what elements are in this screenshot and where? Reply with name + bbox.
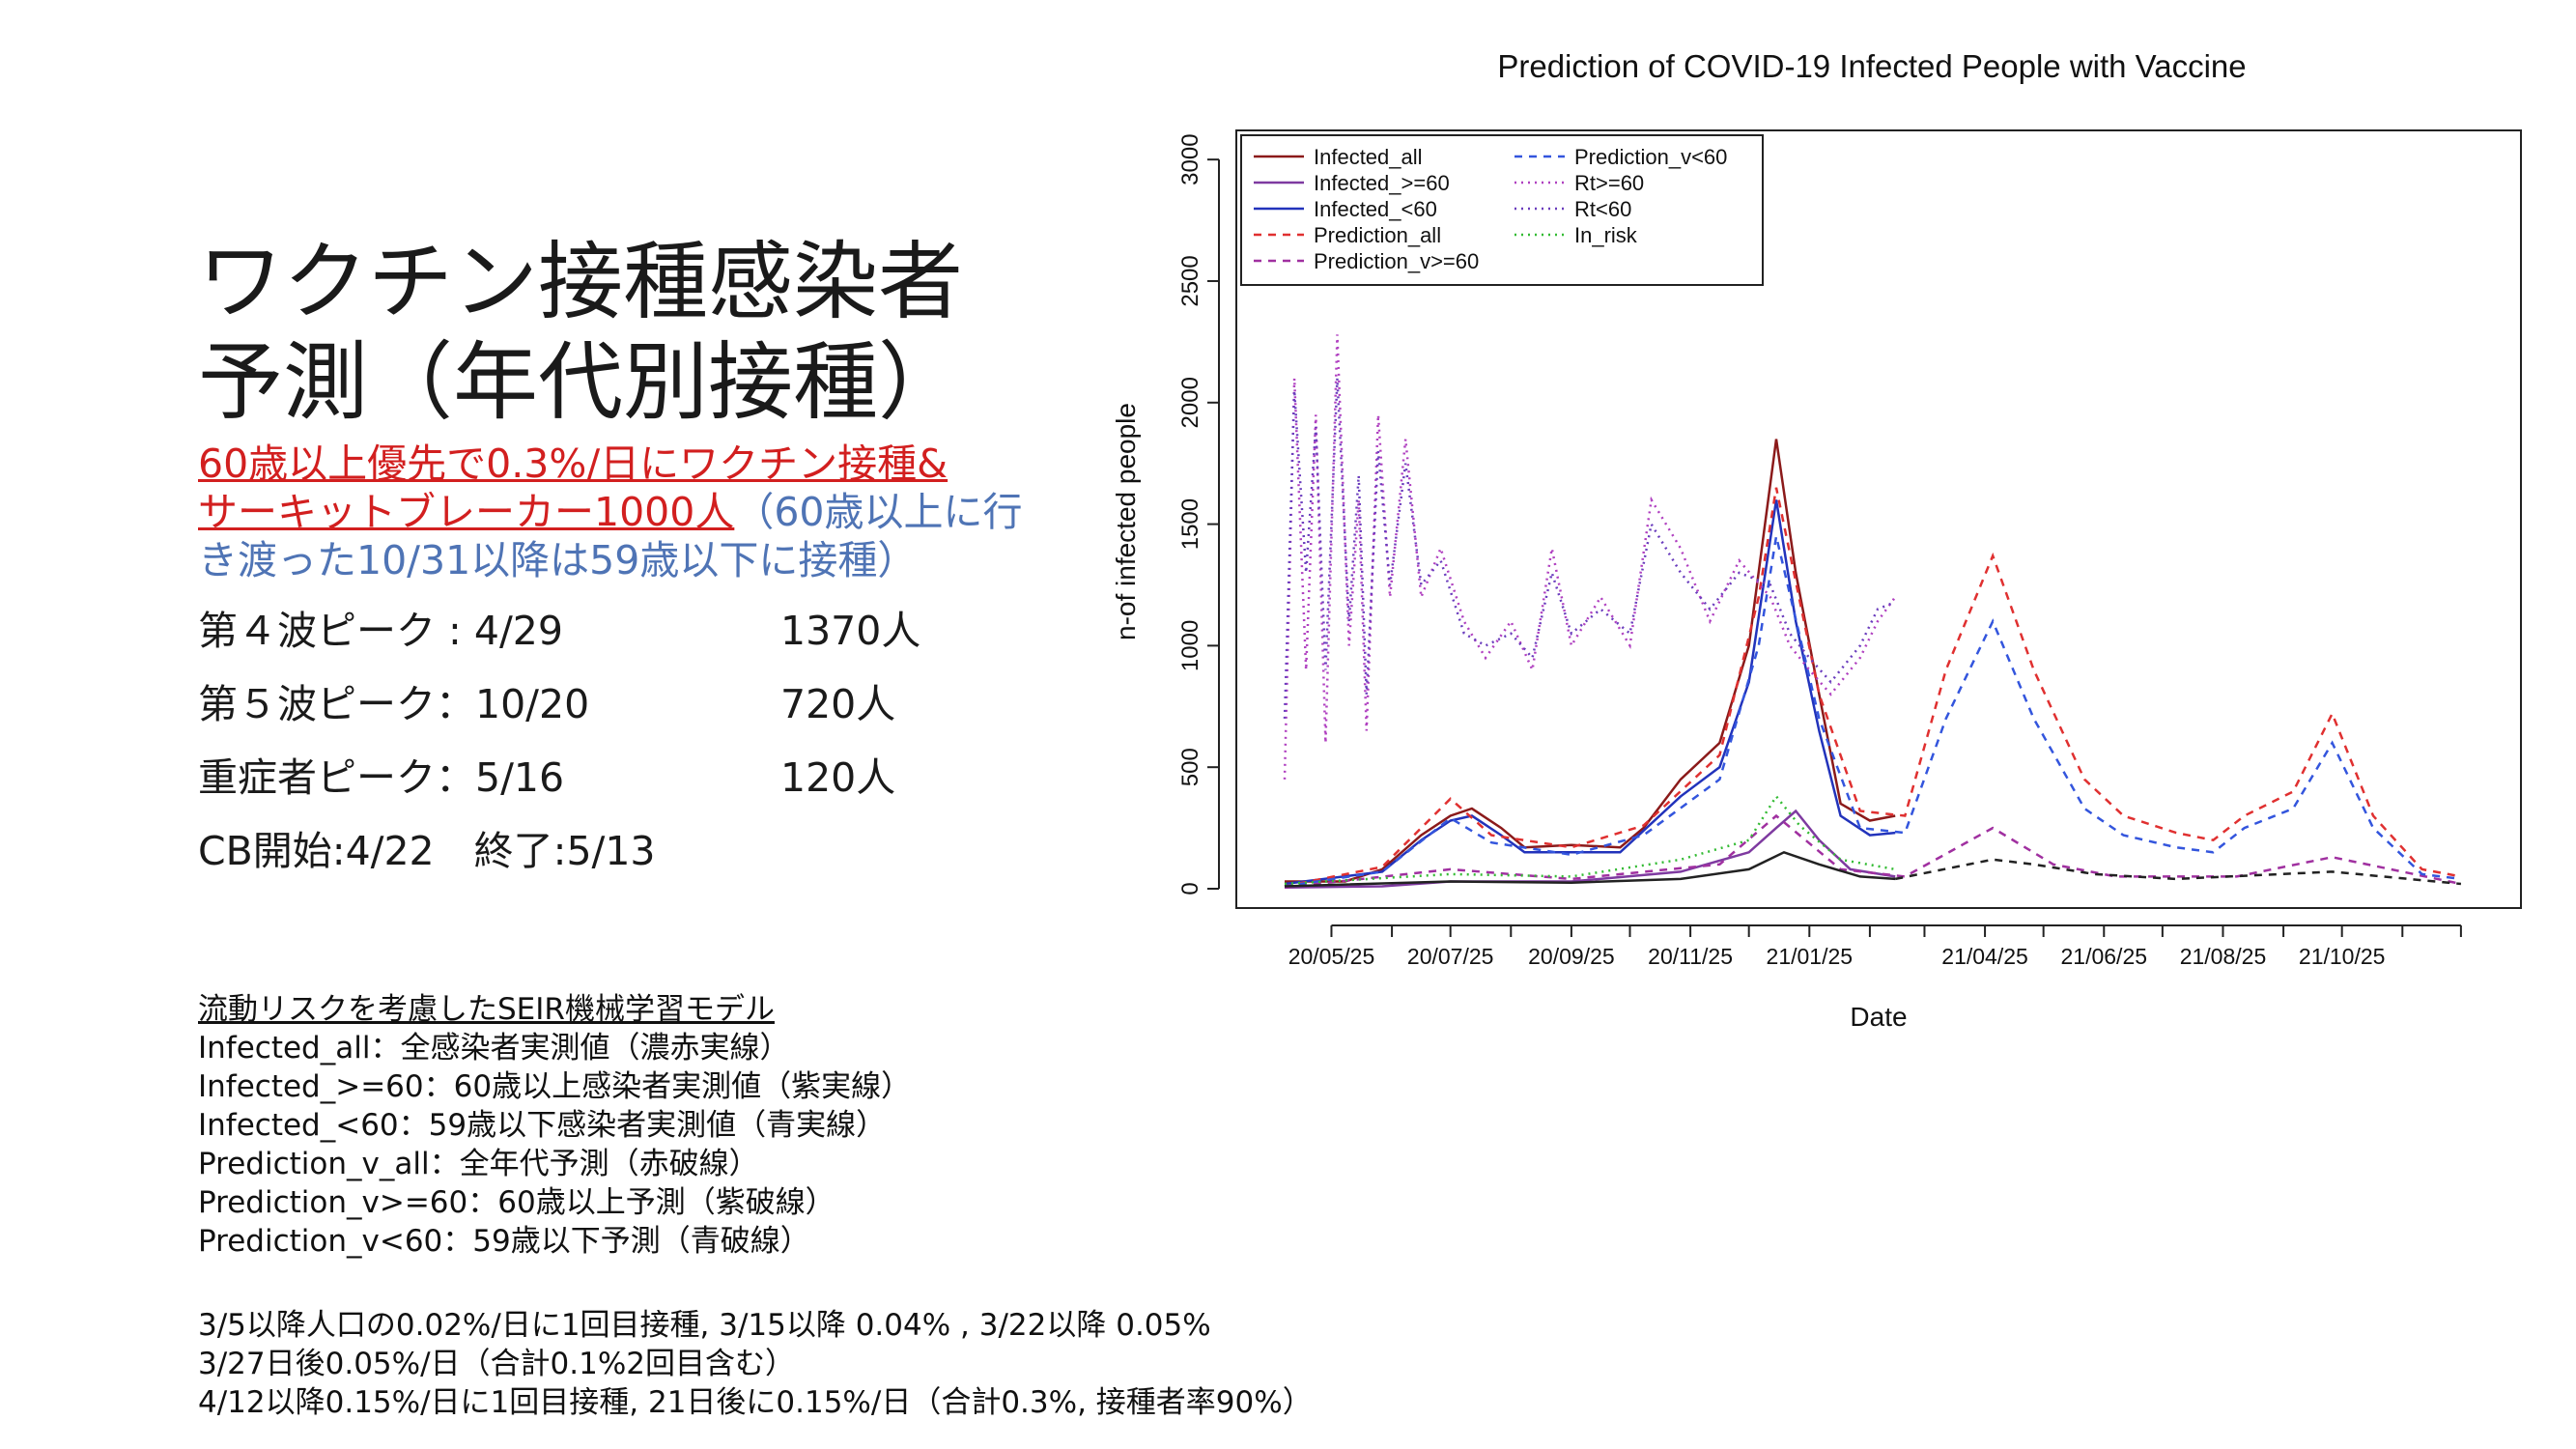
notes-line: Infected_>=60：60歳以上感染者実測値（紫実線）	[198, 1069, 912, 1104]
vaccination-line: 3/5以降人口の0.02%/日に1回目接種, 3/15以降 0.04% , 3/…	[198, 1308, 1211, 1343]
y-axis: 0 500 1000 1500 2000 2500 3000	[1177, 133, 1220, 895]
x-tick-label: 21/10/25	[2299, 944, 2386, 969]
chart-legend: Infected_allInfected_>=60Infected_<60Pre…	[1240, 134, 1764, 286]
cb-period-text: CB開始:4/22 終了:5/13	[198, 828, 656, 874]
notes-line: Infected_<60：59歳以下感染者実測値（青実線）	[198, 1108, 887, 1143]
vaccination-line: 3/27日後0.05%/日（合計0.1%2回目含む）	[198, 1347, 796, 1381]
notes-line: Prediction_v<60：59歳以下予測（青破線）	[198, 1224, 810, 1259]
y-tick-label: 3000	[1177, 133, 1203, 185]
model-notes: 流動リスクを考慮したSEIR機械学習モデル Infected_all：全感染者実…	[198, 990, 911, 1261]
stat-label-severe: 重症者ピーク：5/16	[198, 754, 565, 801]
y-tick-label: 0	[1177, 882, 1203, 895]
stat-label-wave5: 第５波ピーク：10/20	[198, 681, 590, 727]
y-tick-label: 1500	[1177, 498, 1203, 550]
slide-subtitle: 60歳以上優先で0.3%/日にワクチン接種& サーキットブレーカー1000人（6…	[198, 440, 1087, 584]
slide-title-line2: 予測（年代別接種）	[198, 332, 964, 432]
y-tick-label: 2000	[1177, 377, 1203, 428]
series-prediction-v-60	[1284, 535, 2462, 888]
x-tick-label: 21/04/25	[1941, 944, 2028, 969]
subtitle-blue-inline: （60歳以上に行	[734, 489, 1023, 535]
vaccination-line: 4/12以降0.15%/日に1回目接種, 21日後に0.15%/日（合計0.3%…	[198, 1385, 1313, 1420]
x-axis: 20/05/25 20/07/25 20/09/25 20/11/25 21/01/25…	[1288, 924, 2462, 969]
x-tick-label: 20/11/25	[1648, 944, 1733, 969]
series-rt-60	[1283, 378, 1896, 719]
y-tick-label: 2500	[1177, 255, 1203, 306]
notes-line: Infected_all：全感染者実測値（濃赤実線）	[198, 1031, 790, 1065]
series-unlabeled-10	[1894, 858, 2462, 886]
x-tick-label: 21/01/25	[1767, 944, 1854, 969]
y-tick-label: 1000	[1177, 620, 1203, 671]
legend-label: In_risk	[1574, 223, 1638, 247]
series-layer	[1283, 334, 2462, 889]
subtitle-blue-line3: き渡った10/31以降は59歳以下に接種）	[198, 537, 918, 583]
legend-label: Prediction_v>=60	[1314, 249, 1479, 273]
stat-value-severe: 120人	[780, 754, 896, 801]
legend-label: Rt<60	[1574, 197, 1631, 221]
notes-line: Prediction_v_all：全年代予測（赤破線）	[198, 1147, 759, 1181]
legend-label: Rt>=60	[1574, 171, 1644, 195]
notes-heading: 流動リスクを考慮したSEIR機械学習モデル	[198, 992, 775, 1027]
x-tick-label: 20/07/25	[1407, 944, 1494, 969]
y-tick-label: 500	[1177, 748, 1203, 786]
series-prediction-v-60	[1284, 813, 2462, 889]
series-infected-60	[1284, 499, 1896, 886]
slide-title-line1: ワクチン接種感染者	[198, 232, 964, 331]
subtitle-red-line2: サーキットブレーカー1000人	[198, 489, 735, 535]
legend-label: Prediction_v<60	[1574, 145, 1727, 169]
stat-label-wave4: 第４波ピーク : 4/29	[198, 608, 563, 654]
x-tick-label: 20/09/25	[1528, 944, 1615, 969]
legend-label: Prediction_all	[1314, 223, 1441, 247]
series-rt-60	[1283, 334, 1897, 780]
chart-title: Prediction of COVID-19 Infected People w…	[1497, 48, 2246, 84]
legend-label: Infected_>=60	[1314, 171, 1450, 195]
x-tick-label: 21/06/25	[2061, 944, 2148, 969]
stat-value-wave4: 1370人	[780, 608, 921, 654]
x-tick-label: 20/05/25	[1288, 944, 1375, 969]
x-axis-label: Date	[1850, 1002, 1907, 1032]
legend-label: Infected_all	[1314, 145, 1423, 169]
y-axis-label: n-of infected people	[1111, 403, 1141, 640]
subtitle-red-line1: 60歳以上優先で0.3%/日にワクチン接種&	[198, 440, 948, 487]
legend-box	[1240, 134, 1764, 286]
vaccination-notes: 3/5以降人口の0.02%/日に1回目接種, 3/15以降 0.04% , 3/…	[198, 1306, 1313, 1422]
notes-line: Prediction_v>=60：60歳以上予測（紫破線）	[198, 1185, 835, 1220]
series-prediction-all	[1284, 487, 2462, 888]
x-tick-label: 21/08/25	[2180, 944, 2267, 969]
stat-value-wave5: 720人	[780, 681, 896, 727]
plot-frame	[1235, 129, 2522, 909]
legend-label: Infected_<60	[1314, 197, 1437, 221]
series-unlabeled-9	[1284, 850, 1896, 888]
